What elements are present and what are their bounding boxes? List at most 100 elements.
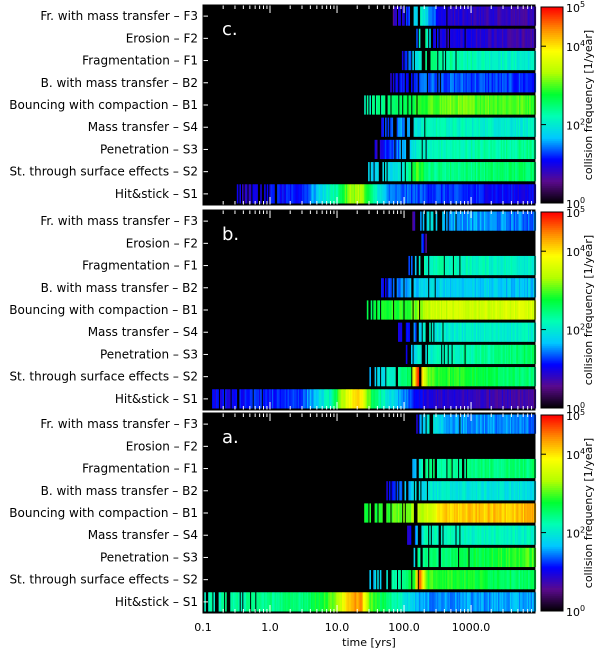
heat-cell	[264, 592, 266, 612]
heat-cell	[446, 300, 448, 320]
colorbar-segment	[541, 351, 563, 354]
heat-cell	[369, 592, 371, 612]
heat-cell	[520, 162, 522, 182]
heat-cell	[472, 344, 474, 365]
heat-cell	[417, 592, 420, 612]
heat-cell	[482, 547, 485, 568]
heat-cell	[520, 525, 522, 545]
heat-cell	[473, 50, 475, 71]
heat-cell	[438, 50, 440, 71]
heat-cell	[420, 389, 422, 409]
heat-cell	[424, 503, 426, 523]
heat-cell	[513, 28, 516, 48]
heat-cell	[392, 570, 395, 590]
heat-cell	[403, 117, 405, 137]
heat-cell	[330, 592, 332, 612]
heat-cell	[478, 211, 481, 231]
colorbar-segment	[541, 321, 563, 325]
heat-cell	[479, 28, 482, 48]
heat-cell	[516, 570, 518, 590]
heat-cell	[498, 322, 500, 342]
heat-cell	[429, 503, 431, 523]
heat-cell	[426, 95, 429, 115]
heat-cell	[525, 95, 527, 115]
heat-cell	[417, 278, 420, 298]
heat-cell	[499, 547, 501, 568]
heat-cell	[417, 344, 420, 365]
heat-cell	[435, 525, 438, 545]
heat-cell	[479, 570, 482, 590]
heat-cell	[360, 184, 362, 204]
heat-cell	[503, 255, 505, 276]
colorbar-segment	[541, 563, 563, 567]
heat-cell	[427, 117, 430, 137]
heat-cell	[412, 570, 414, 590]
heat-cell	[468, 278, 470, 298]
heat-cell	[418, 278, 421, 298]
colorbar-segment	[541, 522, 563, 526]
heat-cell	[486, 367, 488, 387]
heat-cell	[486, 73, 488, 93]
heat-cell	[476, 525, 478, 545]
heat-cell	[495, 570, 498, 590]
heat-cell	[455, 570, 457, 590]
heat-cell	[503, 28, 505, 48]
heat-cell	[525, 162, 527, 182]
heat-cell	[520, 367, 522, 387]
heat-cell	[464, 139, 466, 160]
heat-cell	[281, 592, 283, 612]
heat-cell	[414, 525, 417, 545]
heat-cell	[500, 6, 503, 26]
colorbar-segment	[541, 253, 563, 256]
heat-cell	[330, 184, 332, 204]
heat-cell	[437, 139, 439, 160]
heat-cell	[439, 117, 442, 137]
heat-cell	[420, 6, 422, 26]
heat-cell	[507, 95, 509, 115]
colorbar-segment	[541, 477, 563, 481]
heat-cell	[231, 389, 234, 409]
heat-cell	[401, 139, 404, 160]
heat-cell	[448, 162, 451, 182]
heat-cell	[439, 184, 442, 204]
heat-cell	[482, 570, 485, 590]
heat-cell	[450, 570, 452, 590]
heat-cell	[437, 95, 439, 115]
heat-cell	[495, 95, 498, 115]
heat-cell	[492, 525, 495, 545]
heat-cell	[490, 50, 492, 71]
heat-cell	[500, 481, 503, 501]
heat-cell	[435, 570, 438, 590]
heat-cell	[463, 322, 465, 342]
heat-cell	[309, 184, 312, 204]
heat-cell	[526, 322, 529, 342]
heat-cell	[450, 162, 452, 182]
heat-cell	[486, 481, 488, 501]
heat-cell	[442, 211, 444, 231]
heat-cell	[431, 117, 434, 137]
heat-cell	[421, 117, 423, 137]
heat-cell	[459, 367, 461, 387]
heat-cell	[347, 592, 349, 612]
heat-cell	[452, 278, 455, 298]
heat-cell	[489, 255, 491, 276]
heat-cell	[342, 184, 344, 204]
heat-cell	[313, 592, 316, 612]
heat-cell	[500, 95, 503, 115]
heat-cell	[479, 278, 482, 298]
colorbar-segment	[541, 426, 563, 430]
heat-cell	[512, 6, 514, 26]
heat-cell	[408, 184, 410, 204]
heat-cell	[474, 547, 477, 568]
heat-cell	[504, 525, 507, 545]
heat-cell	[456, 211, 459, 231]
heat-cell	[517, 6, 520, 26]
heat-cell	[487, 547, 490, 568]
heat-cell	[518, 184, 521, 204]
heat-cell	[505, 139, 508, 160]
heat-cell	[452, 50, 455, 71]
heat-cell	[507, 139, 509, 160]
heat-cell	[487, 367, 490, 387]
heat-cell	[450, 367, 452, 387]
heat-cell	[529, 73, 531, 93]
